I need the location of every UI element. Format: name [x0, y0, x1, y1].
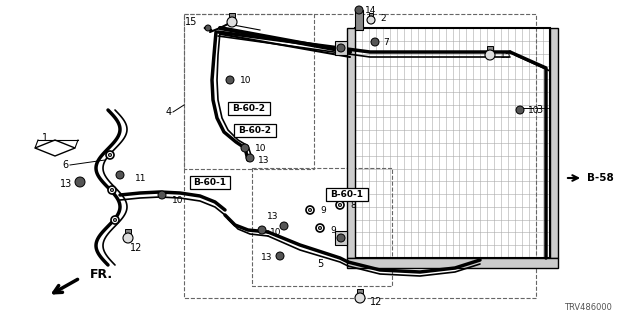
Circle shape [111, 188, 114, 192]
Text: 9: 9 [330, 226, 336, 235]
Circle shape [276, 252, 284, 260]
Circle shape [246, 154, 254, 162]
Bar [190, 176, 230, 189]
Bar [228, 102, 270, 115]
Text: 15: 15 [184, 17, 197, 27]
Text: 10: 10 [240, 76, 252, 84]
Circle shape [226, 76, 234, 84]
Bar [335, 41, 347, 55]
Bar [369, 13, 373, 16]
Text: 14: 14 [365, 5, 376, 14]
Text: B-60-1: B-60-1 [330, 190, 364, 199]
Circle shape [280, 222, 288, 230]
Bar [184, 14, 314, 169]
Text: 8: 8 [350, 201, 356, 210]
Circle shape [258, 226, 266, 234]
Circle shape [516, 106, 524, 114]
Bar [335, 231, 347, 245]
Circle shape [339, 204, 342, 207]
Circle shape [113, 219, 116, 222]
Text: 5: 5 [317, 259, 323, 269]
Text: 12: 12 [130, 243, 142, 253]
Text: 4: 4 [166, 107, 172, 117]
Circle shape [367, 16, 375, 24]
Circle shape [123, 233, 133, 243]
Text: 10: 10 [172, 196, 184, 204]
Text: 9: 9 [320, 205, 326, 214]
Text: 1: 1 [42, 133, 48, 143]
Circle shape [205, 25, 211, 31]
Bar [357, 289, 363, 293]
Bar [234, 124, 276, 137]
Text: 7: 7 [383, 37, 388, 46]
Bar [184, 14, 536, 298]
Bar [355, 28, 550, 258]
Text: 10: 10 [270, 228, 282, 236]
Text: FR.: FR. [90, 268, 113, 282]
Circle shape [108, 153, 111, 156]
Bar [252, 168, 392, 286]
Text: 11: 11 [135, 173, 147, 182]
Text: B-58: B-58 [587, 173, 614, 183]
Text: 12: 12 [370, 297, 382, 307]
Bar [347, 28, 355, 258]
Circle shape [371, 38, 379, 46]
Text: B-60-2: B-60-2 [239, 126, 271, 135]
Bar [347, 258, 558, 268]
Circle shape [106, 151, 114, 159]
Circle shape [308, 208, 312, 212]
Circle shape [337, 234, 345, 242]
Circle shape [319, 227, 322, 230]
Text: 2: 2 [380, 13, 386, 22]
Circle shape [485, 50, 495, 60]
Text: 10: 10 [528, 106, 540, 115]
Text: 13: 13 [260, 253, 272, 262]
Circle shape [75, 177, 85, 187]
Text: 13: 13 [266, 212, 278, 220]
Circle shape [227, 17, 237, 27]
Text: TRV486000: TRV486000 [564, 303, 612, 313]
Circle shape [355, 293, 365, 303]
Bar [229, 13, 235, 17]
Text: 6: 6 [62, 160, 68, 170]
Circle shape [306, 206, 314, 214]
Circle shape [355, 6, 363, 14]
Bar [487, 46, 493, 50]
Text: B-60-1: B-60-1 [193, 178, 227, 187]
Bar [125, 229, 131, 233]
Circle shape [241, 144, 249, 152]
Text: 13: 13 [258, 156, 269, 164]
Text: 15: 15 [500, 51, 511, 60]
Circle shape [116, 171, 124, 179]
Circle shape [111, 216, 119, 224]
Text: 13: 13 [60, 179, 72, 189]
Circle shape [158, 191, 166, 199]
Circle shape [108, 186, 116, 194]
Bar [326, 188, 368, 201]
Circle shape [316, 224, 324, 232]
Circle shape [337, 44, 345, 52]
Bar [355, 10, 363, 30]
Text: 3: 3 [536, 105, 542, 115]
Text: 10: 10 [255, 143, 266, 153]
Text: B-60-2: B-60-2 [232, 104, 266, 113]
Circle shape [336, 201, 344, 209]
Bar [550, 28, 558, 258]
